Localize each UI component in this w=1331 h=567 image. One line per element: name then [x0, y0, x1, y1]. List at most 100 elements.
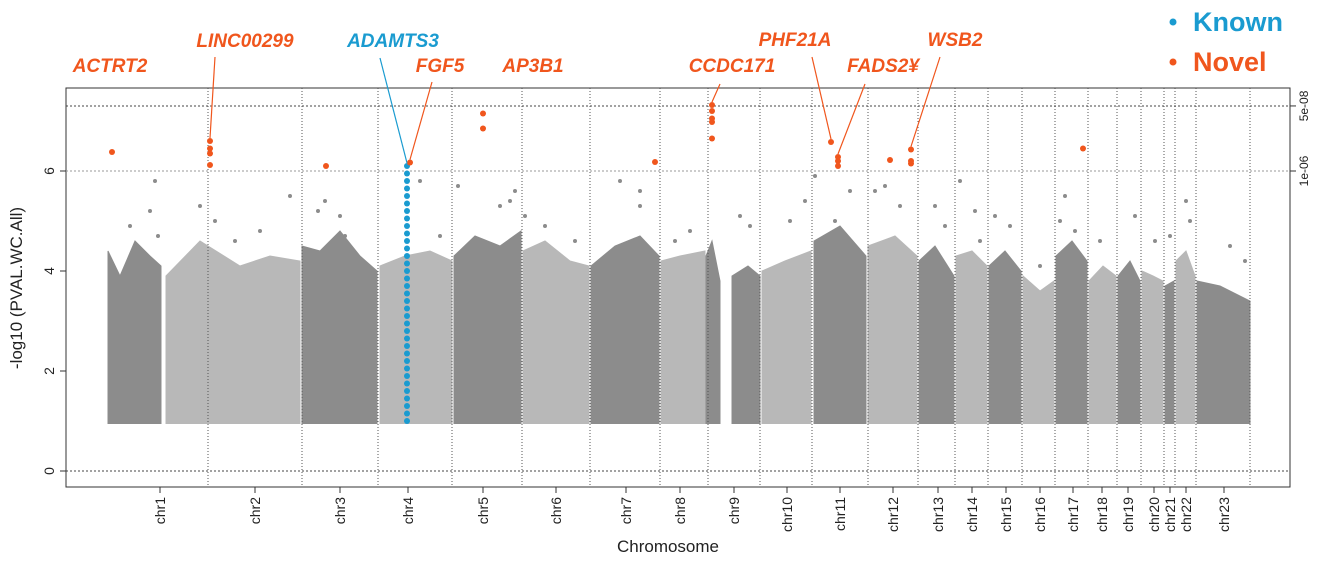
background-point — [943, 224, 947, 228]
background-point — [148, 209, 152, 213]
y-tick-label: 4 — [41, 267, 57, 275]
hit-point — [404, 215, 410, 222]
background-point — [523, 214, 527, 218]
bulk-area — [1196, 280, 1251, 424]
hit-point — [887, 157, 893, 163]
background-point — [418, 179, 422, 183]
hit-point — [404, 313, 410, 319]
hit-point — [109, 149, 115, 155]
y2-tick-label: 1e-06 — [1297, 155, 1311, 186]
background-point — [338, 214, 342, 218]
hit-point — [207, 145, 213, 152]
x-tick-label: chr11 — [832, 497, 848, 531]
background-point — [738, 214, 742, 218]
gene-label: WSB2 — [928, 30, 983, 51]
hit-point — [404, 418, 410, 424]
y-tick-label: 6 — [41, 167, 57, 175]
bulk-area — [988, 250, 1022, 424]
background-point — [688, 229, 692, 233]
hit-point — [404, 320, 410, 327]
background-point — [498, 204, 502, 208]
background-point — [748, 224, 752, 228]
x-tick-label: chr22 — [1178, 497, 1194, 532]
background-point — [573, 239, 577, 243]
hit-point — [404, 253, 410, 259]
x-tick-label: chr10 — [779, 497, 795, 532]
bulk-area — [918, 245, 955, 424]
gene-label: ADAMTS3 — [346, 31, 439, 52]
background-point — [438, 234, 442, 238]
hit-point — [404, 380, 410, 387]
hit-point — [404, 208, 410, 214]
hit-point — [835, 158, 841, 164]
x-tick-label: chr18 — [1094, 497, 1110, 532]
background-point — [1038, 264, 1042, 268]
y-tick-label: 2 — [41, 367, 57, 375]
x-tick-label: chr12 — [885, 497, 901, 532]
legend-marker — [1169, 58, 1177, 66]
bulk-area — [301, 230, 378, 424]
leader-line — [711, 83, 721, 103]
x-tick-label: chr23 — [1216, 497, 1232, 532]
bulk-area — [705, 239, 721, 424]
background-point — [898, 204, 902, 208]
background-point — [1184, 199, 1188, 203]
hit-point — [404, 290, 410, 297]
bulk-area — [955, 250, 988, 424]
hit-point — [404, 350, 410, 357]
background-point — [198, 204, 202, 208]
hit-point — [404, 200, 410, 207]
hit-point — [404, 343, 410, 349]
bulk-area — [522, 240, 590, 424]
x-tick-label: chr7 — [618, 497, 634, 524]
x-tick-label: chr16 — [1032, 497, 1048, 532]
gene-label: FGF5 — [416, 56, 465, 77]
legend-label: Known — [1193, 7, 1283, 37]
background-point — [288, 194, 292, 198]
bulk-area — [1164, 280, 1175, 424]
bulk-area — [1088, 265, 1117, 424]
hit-point — [404, 238, 410, 244]
hit-point — [652, 159, 658, 165]
gene-label: ACTRT2 — [72, 56, 148, 77]
gene-label: PHF21A — [759, 30, 832, 51]
hit-point — [404, 388, 410, 394]
gene-label: CCDC171 — [689, 56, 776, 77]
background-point — [638, 189, 642, 193]
background-point — [958, 179, 962, 183]
bulk-area — [453, 230, 522, 424]
bulk-layer — [107, 225, 1251, 424]
background-point — [128, 224, 132, 228]
background-point — [978, 239, 982, 243]
background-point — [1063, 194, 1067, 198]
hit-point — [908, 160, 914, 167]
leader-line — [837, 83, 866, 155]
background-point — [618, 179, 622, 183]
bulk-area — [1175, 250, 1196, 424]
background-point — [883, 184, 887, 188]
background-point — [513, 189, 517, 193]
reference-layer — [66, 88, 1290, 487]
hit-point — [404, 260, 410, 267]
x-tick-label: chr9 — [726, 497, 742, 524]
x-tick-label: chr6 — [548, 497, 564, 524]
hit-point — [404, 305, 410, 312]
x-tick-label: chr15 — [998, 497, 1014, 532]
background-point — [1058, 219, 1062, 223]
hit-point — [404, 230, 410, 237]
hit-point — [480, 110, 486, 117]
bulk-area — [1117, 260, 1141, 424]
plot-frame — [65, 87, 1291, 488]
background-point — [213, 219, 217, 223]
background-point — [508, 199, 512, 203]
background-point — [933, 204, 937, 208]
hit-point — [404, 358, 410, 364]
bulk-area — [1141, 270, 1164, 424]
legend-label: Novel — [1193, 47, 1267, 77]
background-point — [1098, 239, 1102, 243]
leader-line — [209, 56, 216, 139]
x-axis-label: Chromosome — [617, 537, 719, 556]
hit-point — [1080, 145, 1086, 152]
hit-point — [709, 135, 715, 142]
bulk-area — [1055, 240, 1088, 424]
